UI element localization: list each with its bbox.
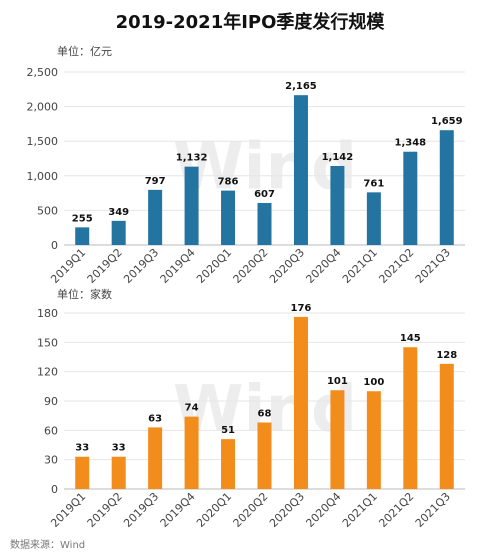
- y-tick-label: 180: [37, 307, 58, 320]
- bar: [184, 416, 199, 489]
- x-tick-label: 2020Q2: [231, 246, 271, 286]
- bar: [111, 220, 126, 245]
- x-tick-label: 2020Q3: [267, 490, 307, 530]
- x-tick-label: 2019Q3: [121, 490, 161, 530]
- value-label: 63: [148, 413, 162, 424]
- y-tick-label: 30: [44, 454, 58, 467]
- y-tick-label: 0: [51, 239, 58, 252]
- value-label: 2,165: [285, 81, 317, 92]
- x-tick-label: 2020Q1: [194, 490, 234, 530]
- bar: [403, 151, 418, 245]
- x-tick-label: 2019Q2: [85, 246, 125, 286]
- x-tick-label: 2020Q3: [267, 246, 307, 286]
- value-label: 51: [221, 425, 235, 436]
- y-tick-label: 90: [44, 395, 58, 408]
- bar: [439, 130, 454, 245]
- x-tick-label: 2019Q4: [158, 490, 198, 530]
- bar: [439, 363, 454, 489]
- y-tick-label: 120: [37, 366, 58, 379]
- value-label: 101: [327, 376, 348, 387]
- y-tick-label: 2,500: [27, 66, 59, 79]
- x-tick-label: 2020Q2: [231, 490, 271, 530]
- bar: [221, 190, 236, 245]
- value-label: 74: [185, 403, 199, 414]
- value-label: 33: [75, 443, 89, 454]
- bar: [184, 166, 199, 245]
- y-tick-label: 500: [37, 204, 58, 217]
- bar: [75, 456, 90, 489]
- x-tick-label: 2019Q4: [158, 246, 198, 286]
- x-tick-label: 2019Q3: [121, 246, 161, 286]
- title: 2019-2021年IPO季度发行规模: [116, 11, 386, 33]
- y-tick-label: 60: [44, 424, 58, 437]
- value-label: 145: [400, 333, 421, 344]
- bar: [366, 391, 381, 489]
- value-label: 1,348: [394, 138, 426, 149]
- value-label: 349: [108, 207, 129, 218]
- bar: [111, 456, 126, 489]
- x-tick-label: 2019Q2: [85, 490, 125, 530]
- value-label: 255: [72, 213, 93, 224]
- unit-label: 单位：亿元: [57, 44, 112, 58]
- source: 数据来源：Wind: [10, 538, 85, 551]
- bar: [403, 347, 418, 489]
- value-label: 33: [112, 443, 126, 454]
- x-tick-label: 2021Q3: [413, 490, 453, 530]
- x-tick-label: 2021Q1: [340, 246, 380, 286]
- x-tick-label: 2021Q2: [376, 490, 416, 530]
- bar: [330, 165, 345, 245]
- bar: [148, 189, 163, 245]
- bar: [75, 227, 90, 245]
- value-label: 1,142: [322, 152, 354, 163]
- bar: [221, 439, 236, 489]
- value-label: 797: [145, 176, 166, 187]
- value-label: 1,132: [176, 153, 208, 164]
- y-tick-label: 150: [37, 336, 58, 349]
- y-tick-label: 1,500: [27, 135, 59, 148]
- y-tick-label: 0: [51, 483, 58, 496]
- value-label: 1,659: [431, 116, 463, 127]
- x-tick-label: 2020Q4: [303, 246, 343, 286]
- bar: [257, 202, 272, 245]
- x-tick-label: 2021Q1: [340, 490, 380, 530]
- x-tick-label: 2021Q3: [413, 246, 453, 286]
- x-tick-label: 2020Q1: [194, 246, 234, 286]
- value-label: 100: [363, 377, 384, 388]
- value-label: 607: [254, 189, 275, 200]
- x-tick-label: 2020Q4: [303, 490, 343, 530]
- unit-label: 单位：家数: [57, 287, 112, 301]
- value-label: 128: [436, 350, 457, 361]
- value-label: 68: [258, 409, 272, 420]
- bar: [330, 390, 345, 489]
- y-tick-label: 2,000: [27, 101, 59, 114]
- bar: [366, 192, 381, 245]
- bar: [148, 427, 163, 489]
- watermark: Wind: [173, 131, 357, 205]
- value-label: 176: [291, 303, 312, 314]
- bar: [257, 422, 272, 489]
- y-tick-label: 1,000: [27, 170, 59, 183]
- bar: [293, 95, 308, 245]
- bar: [293, 316, 308, 489]
- value-label: 786: [218, 177, 239, 188]
- value-label: 761: [363, 178, 384, 189]
- x-tick-label: 2021Q2: [376, 246, 416, 286]
